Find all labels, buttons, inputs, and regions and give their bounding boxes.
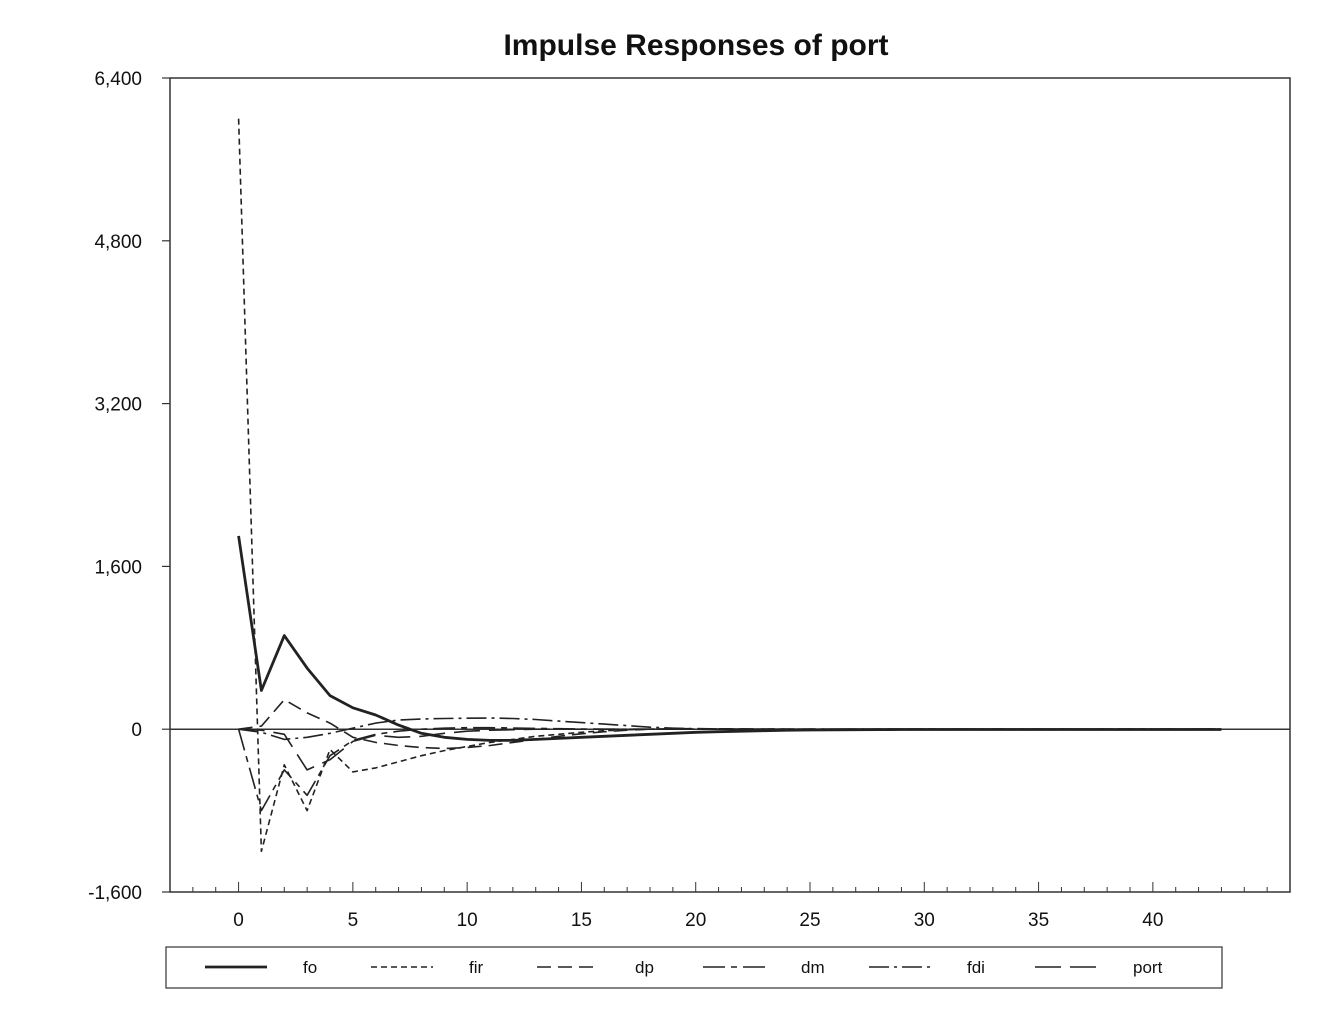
x-tick-label: 25 — [799, 910, 820, 931]
x-tick-label: 10 — [457, 910, 478, 931]
legend-label-fo: fo — [303, 958, 317, 977]
legend-label-fdi: fdi — [967, 958, 985, 977]
chart-title: Impulse Responses of port — [503, 29, 888, 62]
y-tick-label: 1,600 — [94, 557, 142, 578]
series-line-dp — [238, 698, 1222, 750]
legend-label-dp: dp — [635, 958, 654, 977]
x-tick-label: 30 — [914, 910, 935, 931]
legend-label-dm: dm — [801, 958, 825, 977]
x-tick-label: 20 — [685, 910, 706, 931]
legend: fo fir dp dm fdi port — [205, 958, 1163, 977]
y-tick-label: 4,800 — [94, 232, 142, 253]
plot-frame — [169, 77, 1291, 893]
series-line-fir — [237, 118, 1222, 853]
y-tick-label: 0 — [131, 720, 142, 741]
x-tick-label: 5 — [348, 910, 359, 931]
legend-label-fir: fir — [469, 958, 484, 977]
series-line-fdi — [238, 717, 1222, 741]
x-tick-label: 15 — [571, 910, 592, 931]
y-tick-label: 6,400 — [94, 69, 142, 90]
series-line-port — [238, 728, 1222, 771]
legend-label-port: port — [1133, 958, 1163, 977]
x-tick-label: 40 — [1142, 910, 1163, 931]
x-tick-label: 35 — [1028, 910, 1049, 931]
series-line-dm — [237, 726, 1222, 812]
series-line-fo — [237, 535, 1222, 742]
axes-layer: -1,600 0 1,600 3,200 4,800 6,400 0 5 10 15 20 25 30 3… — [88, 69, 1291, 931]
legend-box — [165, 946, 1223, 989]
y-tick-label: -1,600 — [88, 883, 142, 904]
y-tick-label: 3,200 — [94, 395, 142, 416]
x-tick-label: 0 — [233, 910, 244, 931]
series-layer — [237, 118, 1222, 853]
